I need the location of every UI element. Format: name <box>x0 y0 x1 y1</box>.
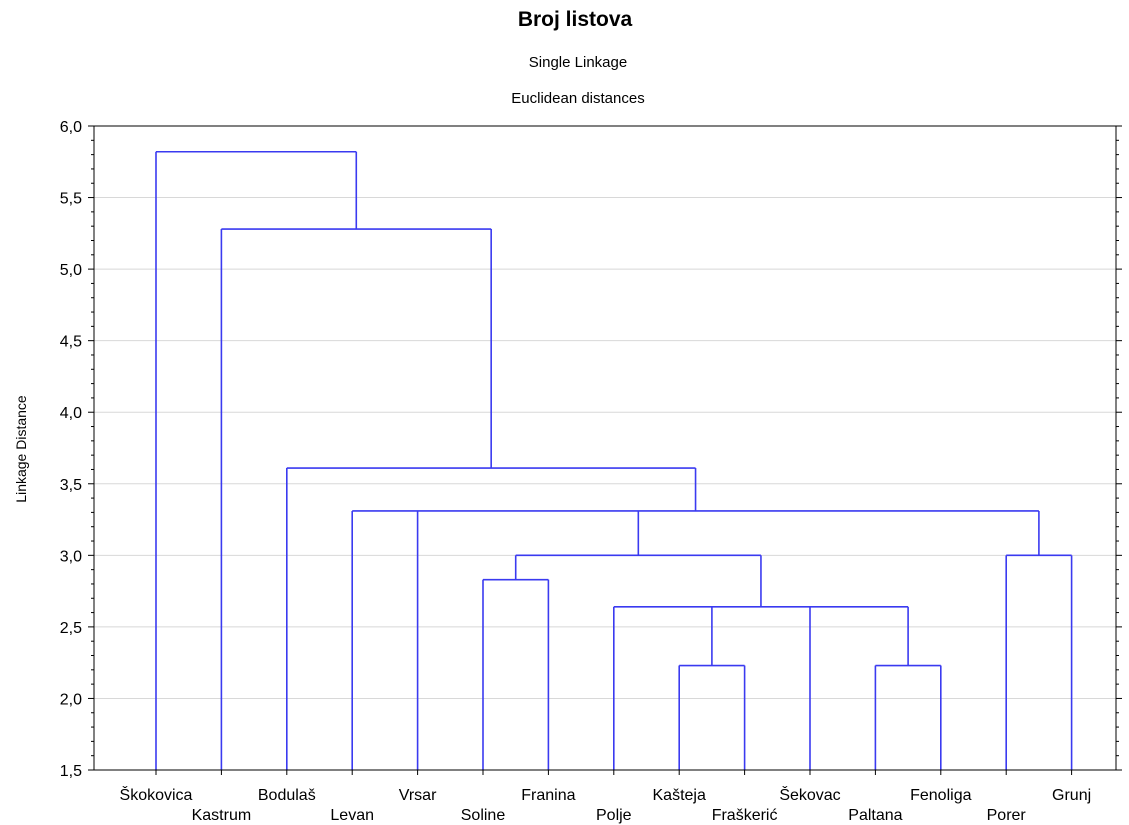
leaf-label: Paltana <box>848 807 902 824</box>
leaf-label: Soline <box>461 807 506 824</box>
leaf-label: Levan <box>330 807 374 824</box>
leaf-label: Fenoliga <box>910 787 971 804</box>
y-tick-label: 1,5 <box>60 763 82 780</box>
y-tick-label: 3,5 <box>60 477 82 494</box>
x-axis-leaf-labels: Škokovica Kastrum Bodulaš Levan Vrsar Soline F… <box>120 785 1092 824</box>
chart-subtitle-linkage: Single Linkage <box>529 54 627 71</box>
leaf-label: Fraškerić <box>712 807 778 824</box>
y-tick-label: 4,5 <box>60 334 82 351</box>
y-tick-label: 2,5 <box>60 620 82 637</box>
y-tick-label: 2,0 <box>60 691 82 708</box>
leaf-label: Bodulaš <box>258 787 316 804</box>
dendrogram-links <box>155 150 1073 770</box>
y-tick-label: 6,0 <box>60 119 82 136</box>
y-axis-title: Linkage Distance <box>13 395 29 503</box>
leaf-label: Vrsar <box>399 787 437 804</box>
leaf-label: Franina <box>521 787 575 804</box>
y-tick-label: 4,0 <box>60 405 82 422</box>
leaf-label: Šekovac <box>779 785 840 804</box>
y-axis-ticks: 1,5 2,0 2,5 3,0 3,5 4,0 4,5 5,0 5,5 6,0 <box>60 119 1122 780</box>
leaf-label: Kastrum <box>192 807 252 824</box>
plot-frame <box>93 125 1117 771</box>
y-tick-label: 5,5 <box>60 191 82 208</box>
chart-subtitle-distance: Euclidean distances <box>511 90 644 107</box>
y-tick-label: 3,0 <box>60 548 82 565</box>
leaf-label: Škokovica <box>120 785 193 804</box>
grid-lines <box>94 197 1116 699</box>
leaf-label: Porer <box>987 807 1027 824</box>
leaf-label: Kašteja <box>653 787 706 804</box>
leaf-label: Grunj <box>1052 787 1091 804</box>
leaf-label: Polje <box>596 807 632 824</box>
chart-title: Broj listova <box>518 8 633 31</box>
y-tick-label: 5,0 <box>60 262 82 279</box>
